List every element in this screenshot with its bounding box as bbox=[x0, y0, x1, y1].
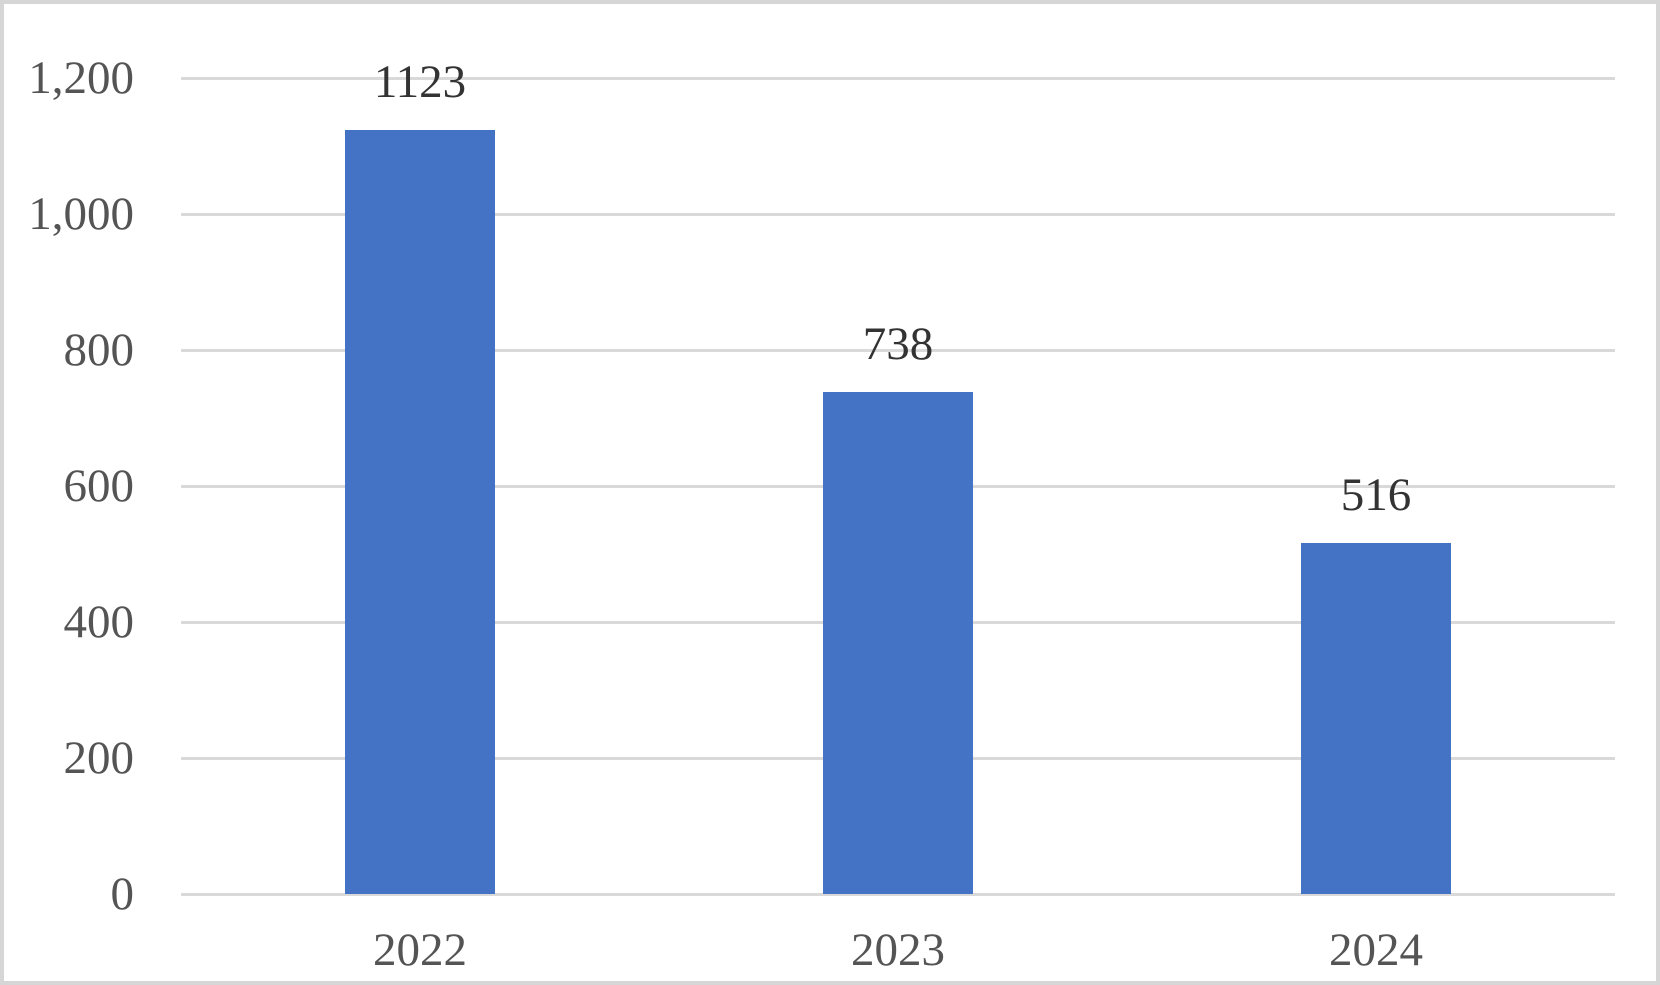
y-tick-label-1000: 1,000 bbox=[28, 187, 134, 240]
x-tick-label-2024: 2024 bbox=[1329, 923, 1423, 976]
y-tick-label-1200: 1,200 bbox=[28, 51, 134, 104]
y-tick-label-600: 600 bbox=[63, 459, 135, 512]
x-tick-label-2023: 2023 bbox=[851, 923, 945, 976]
gridline-1200 bbox=[181, 77, 1615, 80]
y-tick-label-400: 400 bbox=[63, 595, 135, 648]
y-tick-label-0: 0 bbox=[110, 867, 135, 920]
data-label-2023: 738 bbox=[862, 317, 934, 370]
gridline-800 bbox=[181, 349, 1615, 352]
y-tick-label-800: 800 bbox=[63, 323, 135, 376]
y-tick-label-200: 200 bbox=[63, 731, 135, 784]
data-label-2022: 1123 bbox=[373, 55, 467, 108]
plot-area: 1,200 1,000 800 600 400 200 0 1123 738 516 2022 2… bbox=[4, 4, 1656, 981]
data-label-2024: 516 bbox=[1340, 468, 1412, 521]
bar-2023 bbox=[823, 392, 973, 894]
gridline-1000 bbox=[181, 213, 1615, 216]
bar-2024 bbox=[1301, 543, 1451, 894]
bar-2022 bbox=[345, 130, 495, 894]
x-tick-label-2022: 2022 bbox=[373, 923, 467, 976]
gridline-0 bbox=[181, 893, 1615, 896]
